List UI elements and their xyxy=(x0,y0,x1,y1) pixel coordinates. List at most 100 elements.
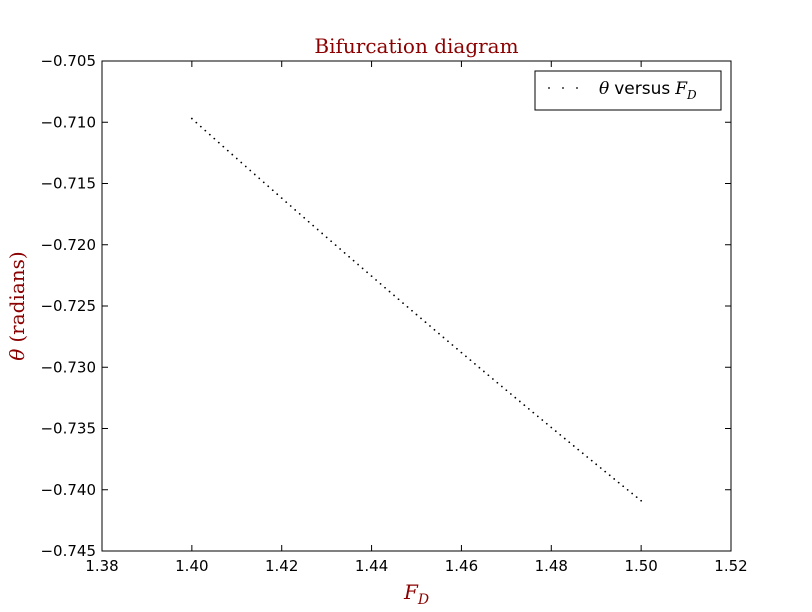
data-point xyxy=(640,499,643,502)
legend: θ versus FD xyxy=(534,70,722,111)
data-point xyxy=(474,363,476,365)
data-point xyxy=(631,492,634,495)
data-point xyxy=(321,232,324,235)
data-point xyxy=(509,393,512,395)
data-point xyxy=(393,294,395,297)
x-tick-label: 1.50 xyxy=(624,557,657,575)
data-point xyxy=(357,263,359,266)
x-tick-label: 1.38 xyxy=(85,557,118,575)
data-point xyxy=(253,173,256,176)
data-point xyxy=(482,370,485,373)
data-point xyxy=(303,216,306,219)
data-point xyxy=(276,193,279,196)
data-point xyxy=(316,228,319,231)
data-point xyxy=(289,205,292,207)
data-point xyxy=(361,267,364,270)
x-tick-label: 1.42 xyxy=(265,557,298,575)
y-tick-label: −0.740 xyxy=(40,481,96,499)
y-axis-label-symbol: θ xyxy=(5,349,29,361)
y-tick-label: −0.735 xyxy=(40,420,96,438)
data-point xyxy=(325,236,328,239)
data-point xyxy=(626,488,629,491)
data-point xyxy=(586,456,589,458)
data-point xyxy=(424,321,427,324)
data-point xyxy=(397,298,400,301)
data-point xyxy=(208,133,211,136)
legend-F: F xyxy=(674,79,688,99)
chart-title: Bifurcation diagram xyxy=(314,34,518,58)
x-axis-label: FD xyxy=(403,580,429,608)
plot-frame xyxy=(101,60,732,552)
data-point xyxy=(568,441,571,444)
data-point xyxy=(635,496,638,499)
data-point xyxy=(469,359,472,362)
data-point xyxy=(590,459,593,462)
data-point xyxy=(608,474,611,477)
data-point xyxy=(195,121,198,124)
data-point xyxy=(617,481,620,484)
data-point xyxy=(343,252,346,254)
data-point xyxy=(599,467,602,469)
data-point xyxy=(307,220,310,223)
data-point xyxy=(402,302,404,304)
x-axis: 1.38 1.40 1.42 1.44 1.46 1.48 1.50 1.52 xyxy=(85,61,748,575)
x-tick-label: 1.40 xyxy=(175,557,208,575)
data-point xyxy=(532,411,535,414)
data-point xyxy=(366,271,368,274)
data-point xyxy=(222,145,225,148)
data-point xyxy=(213,137,216,140)
data-point xyxy=(312,224,315,227)
legend-box xyxy=(534,70,722,111)
x-tick-label: 1.52 xyxy=(714,557,747,575)
data-point xyxy=(285,201,288,203)
data-point xyxy=(541,419,544,421)
data-point xyxy=(447,340,449,343)
y-tick-label: −0.725 xyxy=(40,297,96,315)
data-point xyxy=(514,396,517,399)
data-point xyxy=(433,328,436,331)
data-points xyxy=(190,117,643,502)
data-point xyxy=(267,185,270,188)
data-point xyxy=(280,197,283,200)
data-point xyxy=(217,141,220,144)
x-axis-label-subscript: D xyxy=(417,592,429,608)
data-point xyxy=(231,153,234,156)
data-point xyxy=(527,408,530,410)
data-point xyxy=(384,286,386,289)
data-point xyxy=(411,309,413,312)
data-point xyxy=(496,381,499,384)
data-point xyxy=(505,389,508,392)
data-point xyxy=(199,125,202,128)
data-point xyxy=(226,149,229,152)
data-point xyxy=(478,366,481,369)
data-point xyxy=(491,378,494,380)
data-point xyxy=(244,165,247,168)
data-point xyxy=(388,290,391,293)
data-point xyxy=(442,336,445,339)
data-point xyxy=(451,344,454,346)
data-point xyxy=(438,332,440,335)
data-point xyxy=(460,351,463,354)
x-tick-label: 1.48 xyxy=(535,557,568,575)
y-tick-label: −0.715 xyxy=(40,175,96,193)
x-tick-label: 1.44 xyxy=(355,557,388,575)
data-point xyxy=(604,470,607,473)
data-point xyxy=(465,355,467,358)
data-point xyxy=(429,325,431,327)
data-point xyxy=(456,347,458,350)
y-axis-label-text: (radians) xyxy=(5,251,29,342)
y-axis-label: θ (radians) xyxy=(5,251,29,360)
data-point xyxy=(500,385,503,388)
legend-D: D xyxy=(686,88,697,102)
data-point xyxy=(240,161,243,164)
data-point xyxy=(415,313,418,316)
data-point xyxy=(420,317,422,320)
data-point xyxy=(518,400,521,403)
data-point xyxy=(190,117,193,120)
data-point xyxy=(348,255,351,258)
legend-versus: versus xyxy=(614,79,670,99)
data-point xyxy=(204,129,207,132)
data-point xyxy=(330,240,333,243)
data-point xyxy=(487,374,490,377)
